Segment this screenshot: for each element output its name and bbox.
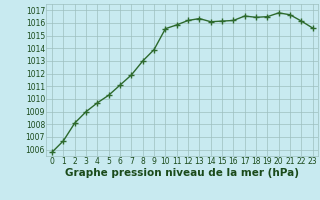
X-axis label: Graphe pression niveau de la mer (hPa): Graphe pression niveau de la mer (hPa) bbox=[65, 168, 300, 178]
